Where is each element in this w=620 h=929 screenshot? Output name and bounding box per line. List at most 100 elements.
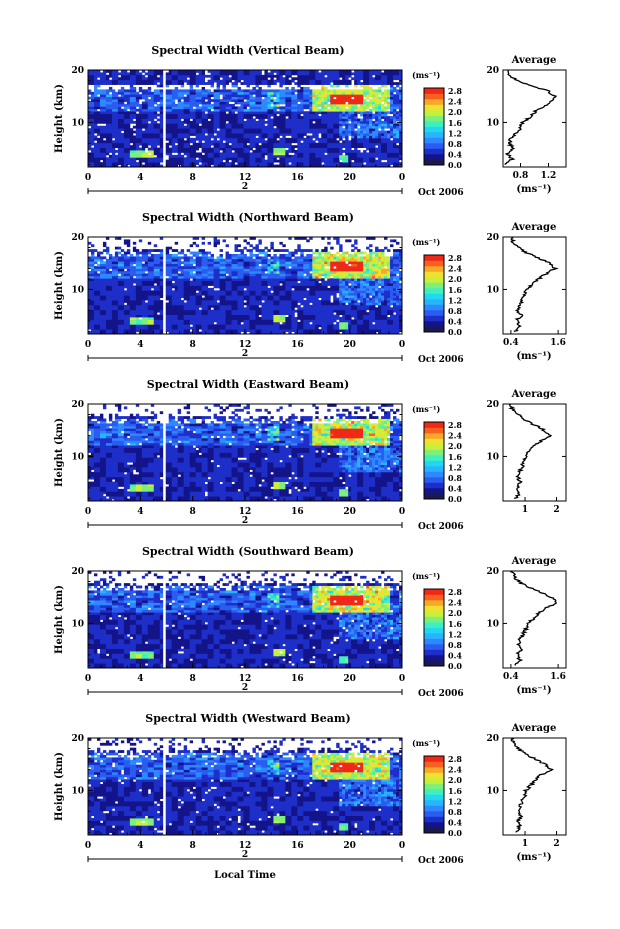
heatmap-cell: [225, 108, 229, 112]
heatmap-cell: [207, 70, 212, 73]
heatmap-cell: [333, 103, 337, 107]
heatmap-cell: [153, 275, 158, 279]
heatmap-cell: [138, 159, 143, 163]
heatmap-cell: [264, 135, 268, 139]
heatmap-cell: [204, 101, 209, 105]
heatmap-cell: [276, 145, 280, 148]
heatmap-cell: [321, 154, 325, 158]
heatmap-cell: [201, 162, 206, 165]
heatmap-cell: [96, 150, 101, 153]
heatmap-cell: [339, 157, 343, 161]
heatmap-cell: [252, 133, 256, 136]
heatmap-cell: [213, 106, 217, 110]
heatmap-cell: [351, 101, 355, 105]
heatmap-cell: [330, 79, 334, 83]
heatmap-cell: [249, 137, 253, 141]
heatmap-cell: [339, 154, 343, 158]
heatmap-cell: [249, 147, 253, 151]
heatmap-cell: [99, 130, 104, 134]
heatmap-cell: [234, 130, 238, 134]
heatmap-cell: [141, 150, 146, 153]
heatmap-cell: [357, 99, 361, 102]
heatmap-cell: [363, 79, 367, 83]
heatmap-cell: [312, 140, 316, 144]
heatmap-cell: [348, 128, 352, 132]
heatmap-cell: [381, 79, 385, 83]
heatmap-cell: [135, 74, 140, 78]
heatmap-cell: [88, 70, 92, 73]
heatmap-cell: [186, 292, 191, 296]
heatmap-cell: [234, 108, 238, 112]
heatmap-cell: [258, 111, 262, 115]
heatmap-cell: [153, 266, 158, 269]
heatmap-cell: [165, 251, 170, 255]
heatmap-cell: [345, 79, 349, 83]
heatmap-cell: [150, 283, 155, 286]
heatmap-cell: [174, 157, 179, 161]
heatmap-cell: [231, 96, 235, 100]
heatmap-cell: [309, 162, 313, 165]
heatmap-cell: [189, 159, 194, 163]
heatmap-cell: [99, 147, 104, 151]
heatmap-cell: [150, 314, 155, 318]
heatmap-cell: [369, 116, 373, 119]
heatmap-cell: [207, 123, 212, 127]
heatmap-cell: [117, 150, 122, 153]
heatmap-cell: [183, 283, 188, 286]
heatmap-cell: [88, 270, 92, 274]
heatmap-cell: [183, 317, 188, 320]
heatmap-cell: [312, 89, 316, 93]
heatmap-cell: [180, 103, 185, 107]
heatmap-cell: [126, 287, 131, 291]
heatmap-cell: [108, 101, 113, 105]
heatmap-cell: [324, 135, 328, 139]
heatmap-cell: [105, 101, 110, 105]
heatmap-cell: [99, 263, 104, 267]
heatmap-cell: [165, 94, 170, 98]
heatmap-cell: [144, 331, 149, 335]
heatmap-cell: [393, 96, 397, 100]
heatmap-cell: [354, 152, 358, 156]
heatmap-cell: [300, 72, 304, 76]
heatmap-cell: [270, 94, 274, 98]
heatmap-cell: [228, 91, 232, 95]
heatmap-cell: [225, 74, 229, 78]
heatmap-cell: [204, 106, 209, 110]
heatmap-cell: [210, 103, 214, 107]
heatmap-cell: [174, 137, 179, 141]
heatmap-cell: [237, 89, 241, 93]
heatmap-cell: [141, 285, 146, 289]
heatmap-cell: [159, 275, 164, 279]
heatmap-cell: [126, 241, 131, 245]
heatmap-cell: [123, 113, 128, 117]
heatmap-cell: [192, 253, 197, 257]
heatmap-cell: [135, 258, 140, 262]
heatmap-cell: [255, 72, 259, 76]
heatmap-cell: [357, 164, 361, 168]
heatmap-cell: [390, 91, 394, 95]
heatmap-cell: [105, 82, 110, 85]
heatmap-cell: [165, 304, 170, 308]
heatmap-cell: [120, 89, 125, 93]
heatmap-cell: [192, 145, 197, 148]
heatmap-cell: [297, 120, 301, 124]
heatmap-cell: [111, 263, 116, 267]
heatmap-cell: [129, 99, 134, 102]
heatmap-cell: [96, 159, 101, 163]
heatmap-cell: [117, 106, 122, 110]
heatmap-cell: [114, 268, 119, 272]
heatmap-cell: [117, 123, 122, 127]
heatmap-cell: [141, 91, 146, 95]
heatmap-cell: [186, 312, 191, 315]
heatmap-cell: [291, 70, 295, 73]
heatmap-cell: [249, 72, 253, 76]
heatmap-cell: [372, 140, 376, 144]
heatmap-cell: [318, 82, 322, 85]
heatmap-cell: [192, 275, 197, 279]
heatmap-cell: [192, 326, 197, 330]
heatmap-cell: [222, 74, 226, 78]
heatmap-cell: [237, 162, 241, 165]
heatmap-cell: [342, 108, 346, 112]
heatmap-cell: [156, 297, 161, 301]
colorbar-segment: [424, 143, 444, 149]
